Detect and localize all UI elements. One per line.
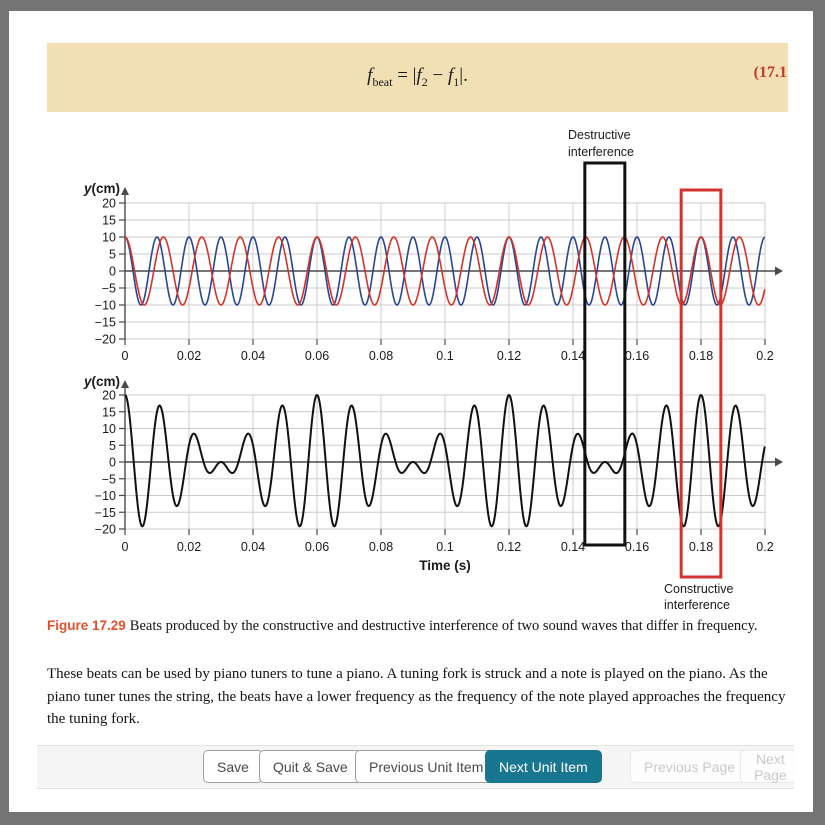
beat-frequency-equation: fbeat = |f2 − f1|. <box>47 43 788 112</box>
svg-text:interference: interference <box>664 598 730 612</box>
eq-abs-open: | <box>412 65 417 87</box>
svg-text:0.04: 0.04 <box>241 540 265 554</box>
svg-text:0.02: 0.02 <box>177 349 201 363</box>
chart-component-waves: 0 0.02 0.04 0.06 0.08 0.1 0.12 0.14 0.16 0.18 0.2 2… <box>83 181 783 363</box>
next-page-button[interactable]: Next Page <box>740 750 794 783</box>
y-axis-label: y(cm) <box>83 181 120 196</box>
save-button[interactable]: Save <box>203 750 263 783</box>
previous-unit-item-button[interactable]: Previous Unit Item <box>355 750 498 783</box>
lms-toolbar: Save Quit & Save Previous Unit Item Next… <box>37 745 794 789</box>
lms-content-page: fbeat = |f2 − f1|. (17.1 0 0.02 0.04 0.06 0.… <box>9 11 813 812</box>
equation-box: fbeat = |f2 − f1|. (17.1 <box>47 43 788 112</box>
svg-text:−10: −10 <box>95 299 116 313</box>
quit-and-save-button[interactable]: Quit & Save <box>259 750 362 783</box>
svg-text:0.08: 0.08 <box>369 349 393 363</box>
svg-text:Time (s): Time (s) <box>419 558 471 573</box>
previous-page-button[interactable]: Previous Page <box>630 750 750 783</box>
svg-text:0.14: 0.14 <box>561 540 585 554</box>
figure-caption-label: Figure 17.29 <box>47 618 126 633</box>
y-axis-label: y(cm) <box>83 374 120 389</box>
svg-text:−10: −10 <box>95 489 116 503</box>
svg-text:15: 15 <box>102 214 116 228</box>
svg-text:10: 10 <box>102 422 116 436</box>
svg-text:0.06: 0.06 <box>305 349 329 363</box>
eq-f: f <box>367 65 373 87</box>
body-paragraph: These beats can be used by piano tuners … <box>47 663 788 731</box>
svg-text:0.2: 0.2 <box>756 349 773 363</box>
svg-text:0: 0 <box>122 349 129 363</box>
annotation-rect-1 <box>679 188 723 579</box>
eq-sub-1: 1 <box>453 74 460 89</box>
superposition-path <box>124 394 766 528</box>
svg-text:0.14: 0.14 <box>561 349 585 363</box>
figure-caption-text: Beats produced by the constructive and d… <box>129 618 758 634</box>
svg-text:0.04: 0.04 <box>241 349 265 363</box>
svg-text:0.1: 0.1 <box>436 349 453 363</box>
eq-f1: f <box>447 65 454 87</box>
svg-text:10: 10 <box>102 231 116 245</box>
svg-text:5: 5 <box>109 439 116 453</box>
paragraph-line: the tuning fork. <box>47 711 140 727</box>
svg-text:0.12: 0.12 <box>497 349 521 363</box>
svg-text:−15: −15 <box>95 506 116 520</box>
wave-1-path <box>124 236 766 306</box>
svg-text:20: 20 <box>102 389 116 403</box>
svg-text:0.02: 0.02 <box>177 540 201 554</box>
chart-superposition-beats: 0 0.02 0.04 0.06 0.08 0.1 0.12 0.14 0.16 0.18 0.2 2… <box>83 374 783 573</box>
svg-text:0.1: 0.1 <box>436 540 453 554</box>
eq-f2: f <box>416 65 422 87</box>
svg-text:0: 0 <box>122 540 129 554</box>
paragraph-line: piano tuner tunes the string, the beats … <box>47 688 788 705</box>
svg-text:−20: −20 <box>95 523 116 537</box>
svg-text:20: 20 <box>102 197 116 211</box>
svg-text:0.18: 0.18 <box>689 540 713 554</box>
svg-text:Constructive: Constructive <box>664 582 734 596</box>
eq-minus: − <box>432 65 444 87</box>
svg-text:0.2: 0.2 <box>756 540 773 554</box>
svg-text:−5: −5 <box>102 472 116 486</box>
svg-text:Destructive: Destructive <box>568 128 631 142</box>
svg-text:15: 15 <box>102 405 116 419</box>
next-unit-item-button[interactable]: Next Unit Item <box>485 750 602 783</box>
svg-text:0.08: 0.08 <box>369 540 393 554</box>
equation-number: (17.1 <box>753 64 787 81</box>
figure-caption: Figure 17.29 Beats produced by the constr… <box>47 613 788 639</box>
wave-2-path <box>124 236 766 306</box>
eq-sub-beat: beat <box>372 74 393 89</box>
svg-text:0.06: 0.06 <box>305 540 329 554</box>
eq-sub-2: 2 <box>421 74 428 89</box>
svg-text:0.18: 0.18 <box>689 349 713 363</box>
eq-abs-close: |. <box>459 65 468 87</box>
svg-text:−20: −20 <box>95 333 116 347</box>
svg-text:0.16: 0.16 <box>625 349 649 363</box>
svg-text:0.16: 0.16 <box>625 540 649 554</box>
svg-text:0: 0 <box>109 456 116 470</box>
eq-equals: = <box>397 65 408 87</box>
svg-text:0.12: 0.12 <box>497 540 521 554</box>
annotation-rect-0 <box>583 161 627 547</box>
paragraph-line: These beats can be used by piano tuners … <box>47 666 768 682</box>
svg-text:5: 5 <box>109 248 116 262</box>
svg-text:0: 0 <box>109 265 116 279</box>
svg-text:−15: −15 <box>95 316 116 330</box>
beats-figure: 0 0.02 0.04 0.06 0.08 0.1 0.12 0.14 0.16 0.18 0.2 2… <box>83 128 783 612</box>
svg-text:interference: interference <box>568 145 634 159</box>
svg-text:−5: −5 <box>102 282 116 296</box>
